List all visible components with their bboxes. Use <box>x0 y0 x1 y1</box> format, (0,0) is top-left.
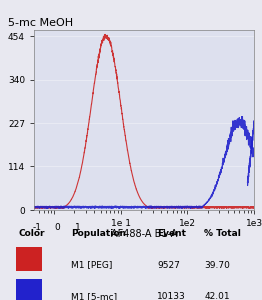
Text: 0: 0 <box>54 223 60 232</box>
Bar <box>16 247 42 271</box>
Text: -1: -1 <box>33 223 42 232</box>
Text: M1 [PEG]: M1 [PEG] <box>71 260 112 269</box>
Bar <box>16 279 42 300</box>
Text: 10133: 10133 <box>157 292 186 300</box>
Text: 1: 1 <box>74 223 80 232</box>
X-axis label: AF488-A B1-A: AF488-A B1-A <box>111 230 177 239</box>
Text: 42.01: 42.01 <box>204 292 230 300</box>
Text: 39.70: 39.70 <box>204 260 230 269</box>
Text: 9527: 9527 <box>157 260 180 269</box>
Text: % Total: % Total <box>204 229 241 238</box>
Text: Color: Color <box>18 229 45 238</box>
Text: M1 [5-mc]: M1 [5-mc] <box>71 292 117 300</box>
Text: Event: Event <box>157 229 186 238</box>
Text: 5-mc MeOH: 5-mc MeOH <box>8 18 73 28</box>
Text: Population: Population <box>71 229 126 238</box>
